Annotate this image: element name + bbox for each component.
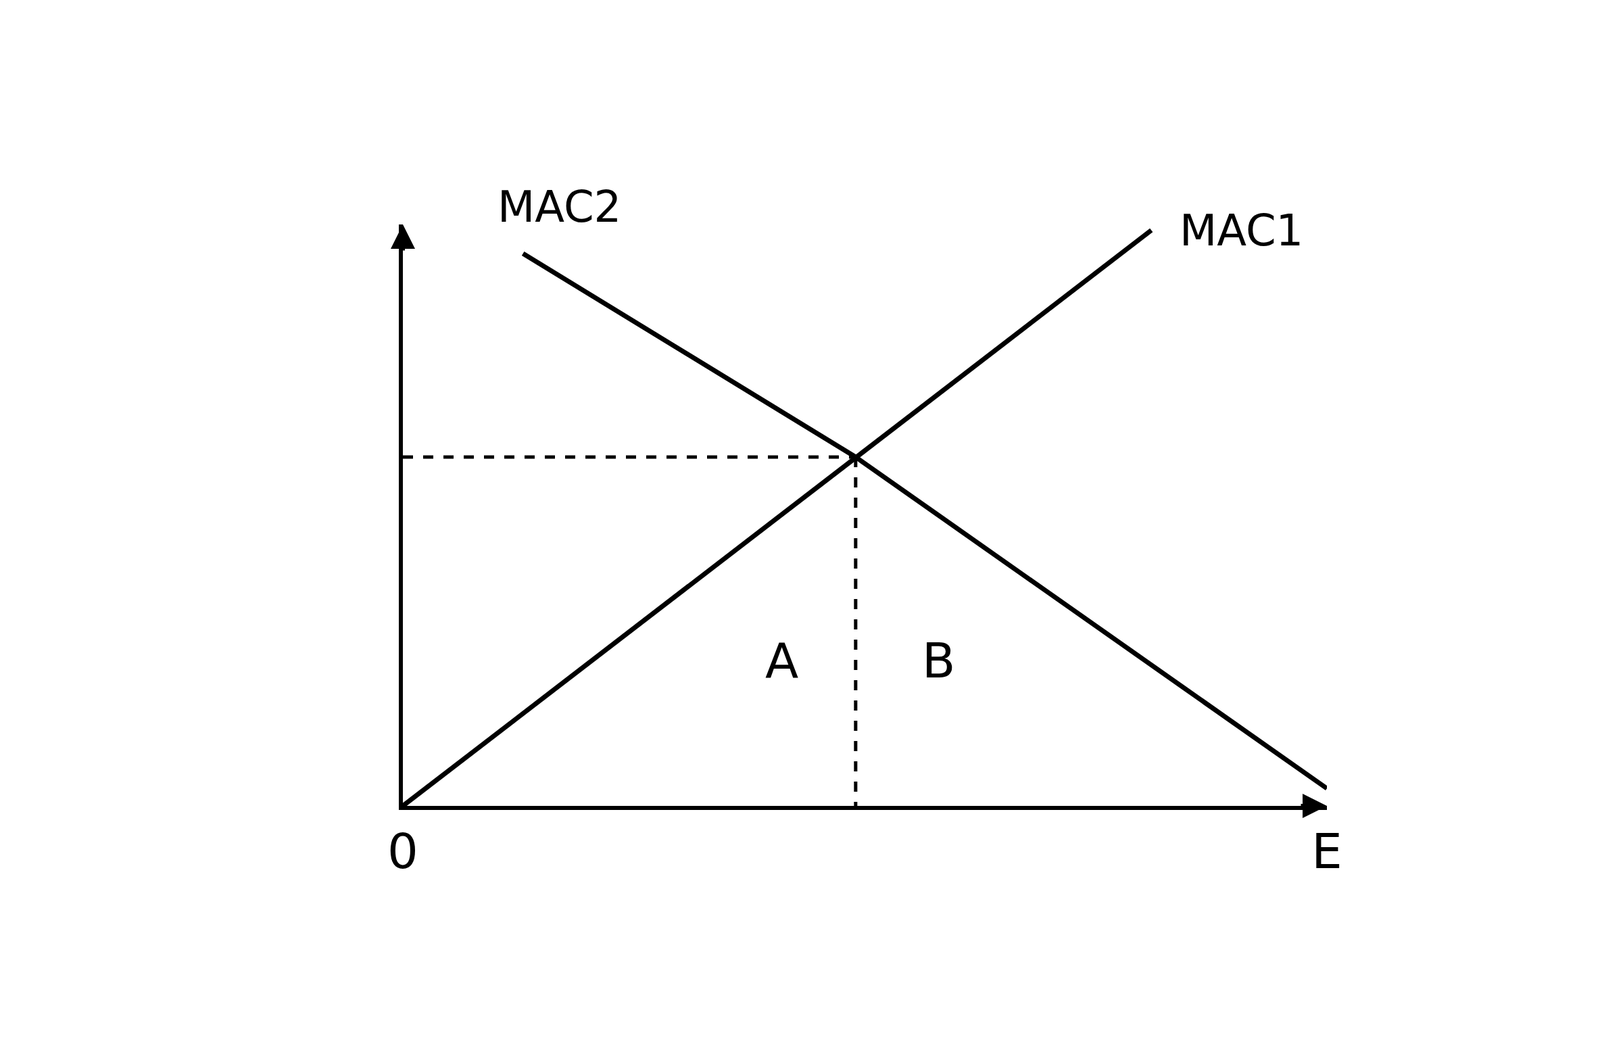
svg-text:E: E — [1311, 822, 1343, 880]
svg-text:B: B — [922, 632, 956, 689]
svg-text:MAC1: MAC1 — [1179, 205, 1304, 256]
svg-text:A: A — [765, 632, 799, 689]
svg-text:0: 0 — [387, 822, 419, 880]
svg-text:MAC2: MAC2 — [497, 181, 622, 232]
